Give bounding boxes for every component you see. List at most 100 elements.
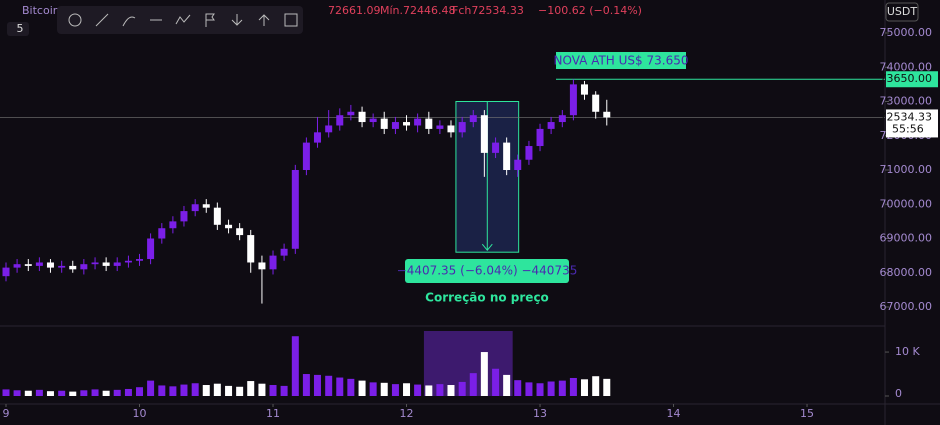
candle-body	[480, 115, 488, 153]
volume-bar	[24, 390, 32, 396]
change: −100.62 (−0.14%)	[538, 4, 642, 17]
volume-bar	[369, 382, 377, 396]
tool[interactable]	[253, 9, 276, 31]
candle-body	[391, 122, 399, 129]
volume-bar	[458, 381, 466, 396]
volume-bar	[436, 384, 444, 396]
y-tick-label: 75000.00	[880, 26, 933, 39]
candle-body	[302, 142, 310, 170]
volume-bar	[124, 388, 132, 396]
y-tick-label: 74000.00	[880, 60, 933, 73]
candle-body	[213, 207, 221, 225]
y-tick-label: 73000.00	[880, 95, 933, 108]
volume-bar	[2, 389, 10, 396]
candle-body	[547, 122, 555, 129]
candle-body	[2, 267, 10, 277]
volume-bar	[391, 384, 399, 396]
volume-bar	[313, 374, 321, 396]
volume-bar	[280, 385, 288, 396]
volume-bar	[603, 378, 611, 396]
volume-bar	[503, 374, 511, 396]
quote[interactable]: USDT	[887, 5, 918, 18]
candle-body	[425, 118, 433, 129]
candle-body	[113, 262, 121, 266]
candle-body	[191, 204, 199, 212]
tool[interactable]	[144, 9, 167, 31]
candle-body	[569, 84, 577, 116]
volume-bar	[592, 376, 600, 396]
volume-bar	[213, 383, 221, 396]
tool[interactable]	[63, 9, 86, 31]
x-tick-label: 9	[3, 407, 10, 420]
candle-body	[136, 259, 144, 261]
candle-body	[458, 122, 466, 133]
volume-bar	[225, 385, 233, 396]
candle-body	[202, 204, 210, 208]
x-tick-label: 14	[667, 407, 681, 420]
volume-bar	[536, 383, 544, 396]
candle-body	[58, 265, 66, 268]
badge[interactable]: 5	[17, 22, 24, 35]
volume-bar	[403, 383, 411, 396]
tool[interactable]	[171, 9, 194, 31]
volume-bar	[569, 377, 577, 396]
volume-bar	[514, 380, 522, 396]
candle-body	[325, 125, 333, 133]
candle-body	[169, 221, 177, 229]
volume-bar	[325, 375, 333, 396]
quote-btn[interactable]	[885, 2, 919, 22]
ath-label-bg	[886, 71, 938, 88]
volume-bar	[158, 385, 166, 396]
price-label-bg	[886, 109, 938, 138]
candle-body	[258, 262, 266, 270]
volume-bar	[169, 386, 177, 396]
candle-body	[403, 122, 411, 126]
candle-body	[280, 248, 288, 256]
volume-bar	[269, 385, 277, 396]
candle-body	[24, 264, 32, 266]
volume-bar	[302, 374, 310, 396]
volume-bar	[492, 368, 500, 396]
candle-body	[580, 84, 588, 95]
candle-body	[369, 118, 377, 123]
volume-bar	[547, 381, 555, 396]
countdown: 55:56	[892, 122, 924, 135]
candle-body	[414, 118, 422, 126]
volume-bar	[147, 380, 155, 396]
tool[interactable]	[280, 9, 303, 31]
y-tick-label: 68000.00	[880, 266, 933, 279]
candle-body	[69, 265, 77, 270]
volume-bar	[102, 390, 110, 396]
close: Fch72534.33	[452, 4, 524, 17]
volume-bar	[35, 389, 43, 396]
candle-body	[236, 228, 244, 236]
candle-body	[13, 264, 21, 268]
volume-bar	[380, 382, 388, 396]
candle-body	[592, 94, 600, 112]
volume-bar	[136, 387, 144, 396]
measure-label: −4407.35 (−6.04%) −440735	[397, 264, 578, 278]
candle-body	[603, 111, 611, 118]
tool[interactable]	[90, 9, 113, 31]
volume-bar	[291, 336, 299, 396]
y2-tick-label: 0	[895, 387, 902, 400]
volume-bar	[414, 384, 422, 396]
tool[interactable]	[117, 9, 140, 31]
candle-body	[380, 118, 388, 129]
candle-body	[313, 132, 321, 143]
candle-body	[102, 262, 110, 266]
tool[interactable]	[199, 9, 222, 31]
volume-bar	[558, 380, 566, 396]
x-tick-label: 15	[800, 407, 814, 420]
candle-body	[91, 262, 99, 265]
measure-label-bg	[405, 259, 569, 283]
y-tick-label: 70000.00	[880, 197, 933, 210]
candle-body	[269, 255, 277, 270]
y-tick-label: 69000.00	[880, 232, 933, 245]
candle-body	[147, 238, 155, 260]
tool[interactable]	[226, 9, 249, 31]
measure-arrowhead	[481, 243, 493, 251]
badge-bg[interactable]	[7, 22, 29, 36]
volume-bar	[91, 389, 99, 396]
